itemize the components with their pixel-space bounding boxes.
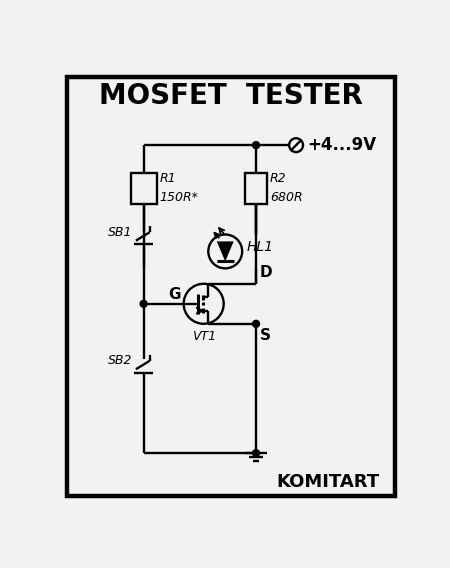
Text: S: S	[260, 328, 271, 343]
Text: 680R: 680R	[270, 191, 302, 204]
Polygon shape	[217, 241, 234, 261]
Text: SB2: SB2	[108, 354, 133, 367]
Text: MOSFET  TESTER: MOSFET TESTER	[99, 82, 363, 110]
Text: D: D	[260, 265, 273, 280]
Bar	[245, 173, 267, 204]
Circle shape	[252, 141, 260, 149]
Bar	[130, 173, 157, 204]
Text: R1: R1	[160, 172, 176, 185]
Text: HL1: HL1	[247, 240, 274, 254]
Circle shape	[252, 450, 260, 457]
Text: SB1: SB1	[108, 225, 133, 239]
Text: R2: R2	[270, 172, 287, 185]
Text: KOMITART: KOMITART	[276, 473, 379, 491]
Text: VT1: VT1	[192, 330, 216, 343]
Circle shape	[140, 300, 147, 307]
Text: 150R*: 150R*	[160, 191, 198, 204]
Circle shape	[252, 320, 260, 327]
Text: +4...9V: +4...9V	[308, 136, 377, 154]
Text: G: G	[168, 287, 180, 302]
